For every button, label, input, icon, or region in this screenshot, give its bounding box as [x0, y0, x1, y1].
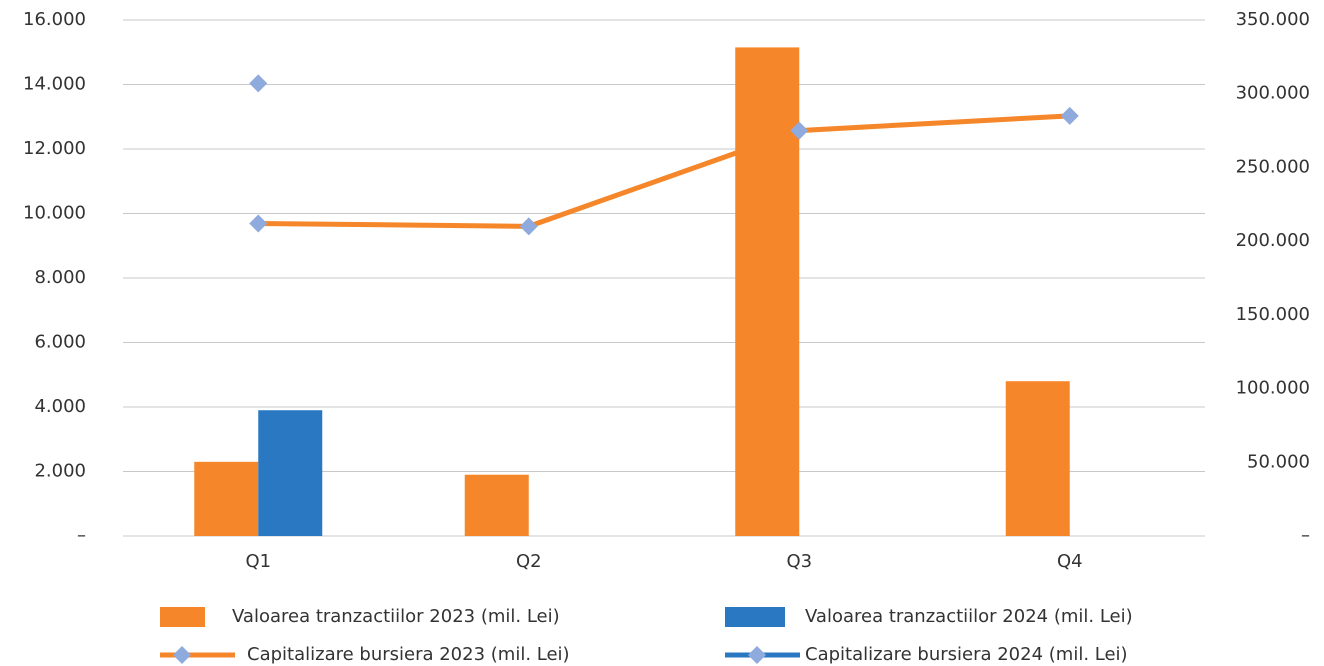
- y-tick-label: 12.000: [23, 138, 86, 159]
- legend-label: Valoarea tranzactiilor 2024 (mil. Lei): [805, 606, 1133, 627]
- bar: [258, 410, 323, 536]
- y-tick-label: 4.000: [34, 396, 86, 417]
- y-tick-label: 8.000: [34, 267, 86, 288]
- bar: [735, 47, 800, 536]
- legend-swatch: [725, 607, 785, 627]
- y2-tick-label: 150.000: [1236, 304, 1310, 325]
- marker: [519, 217, 538, 236]
- x-tick-label: Q3: [786, 551, 812, 572]
- marker: [249, 74, 268, 93]
- legend-label: Capitalizare bursiera 2024 (mil. Lei): [805, 644, 1128, 665]
- y-tick-label: 14.000: [23, 74, 86, 95]
- y2-tick-label: 300.000: [1236, 83, 1310, 104]
- legend-label: Capitalizare bursiera 2023 (mil. Lei): [247, 644, 570, 665]
- bar: [464, 474, 529, 536]
- x-tick-label: Q2: [516, 551, 542, 572]
- x-tick-label: Q4: [1057, 551, 1083, 572]
- legend-label: Valoarea tranzactiilor 2023 (mil. Lei): [232, 606, 560, 627]
- legend-marker: [748, 646, 766, 664]
- y-tick-label: 16.000: [23, 9, 86, 30]
- y2-tick-label: 200.000: [1236, 230, 1310, 251]
- bar: [1005, 381, 1070, 536]
- legend-marker: [173, 646, 191, 664]
- y2-tick-label: 350.000: [1236, 9, 1310, 30]
- y2-tick-label: 50.000: [1247, 451, 1310, 472]
- y2-tick-label: 100.000: [1236, 378, 1310, 399]
- y2-tick-label: –: [1301, 525, 1310, 546]
- marker: [1060, 106, 1079, 125]
- y-tick-label: –: [77, 525, 86, 546]
- y2-tick-label: 250.000: [1236, 156, 1310, 177]
- legend-swatch: [160, 607, 205, 627]
- marker: [249, 214, 268, 233]
- x-tick-label: Q1: [245, 551, 271, 572]
- y-tick-label: 2.000: [34, 461, 86, 482]
- line: [258, 113, 1070, 229]
- marker: [790, 121, 809, 140]
- y-tick-label: 10.000: [23, 203, 86, 224]
- y-tick-label: 6.000: [34, 332, 86, 353]
- bar: [194, 461, 259, 536]
